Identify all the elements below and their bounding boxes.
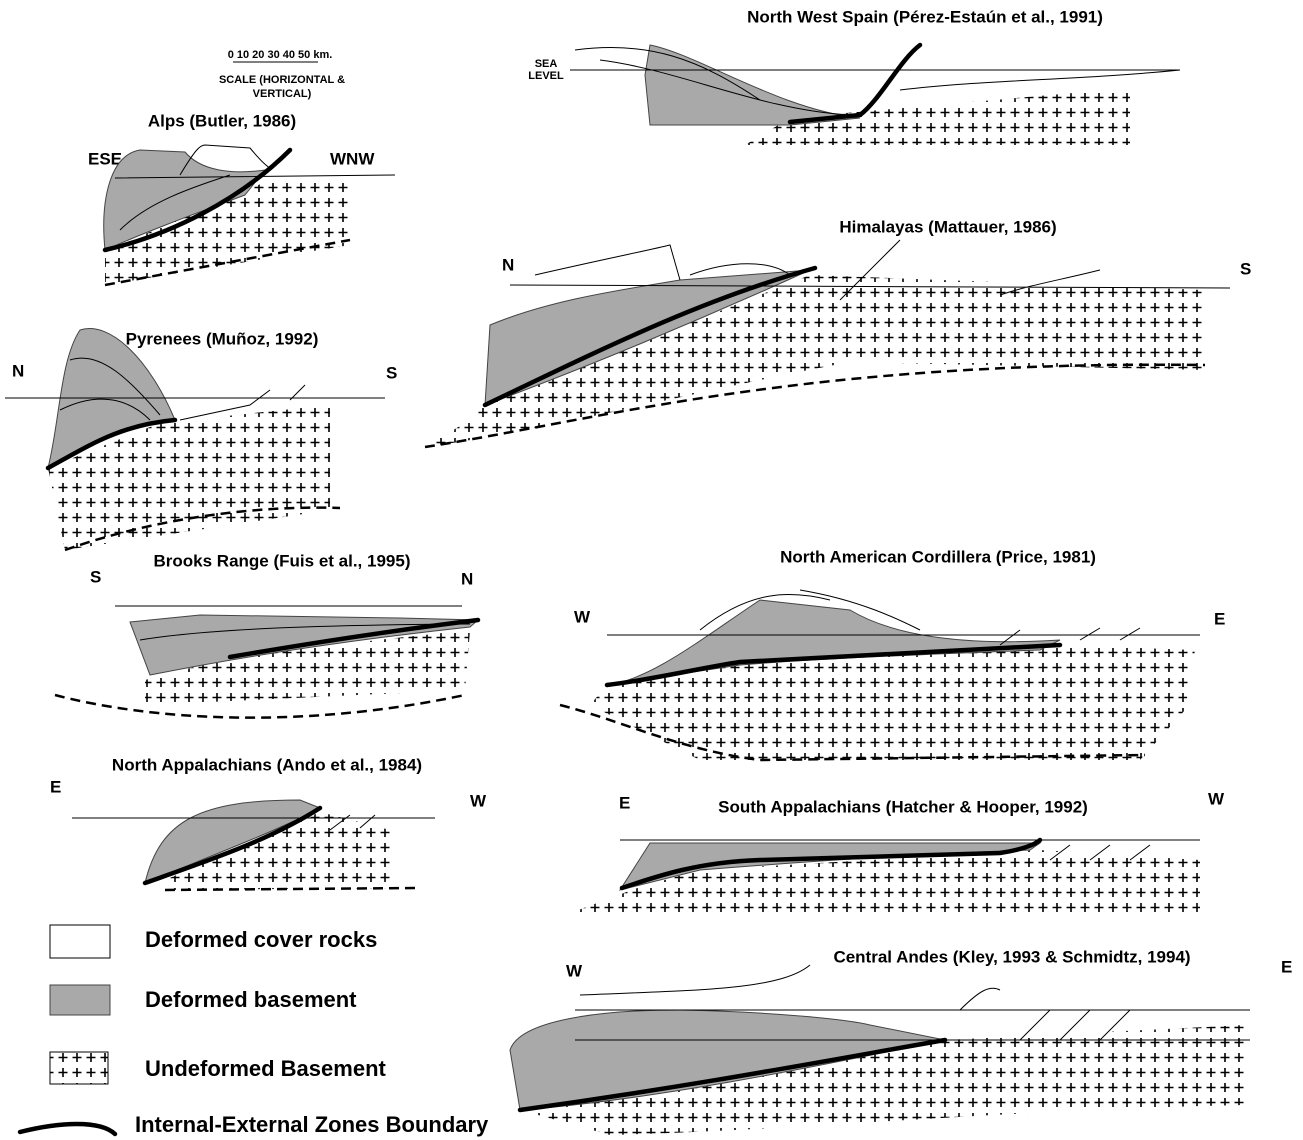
- section-title: North American Cordillera (Price, 1981): [780, 547, 1096, 566]
- direction: S: [1240, 259, 1251, 278]
- figure: 0 10 20 30 40 50 km. SCALE (HORIZONTAL &…: [0, 0, 1303, 1140]
- legend-swatch: [50, 925, 110, 958]
- scale-caption: SCALE (HORIZONTAL &: [219, 74, 345, 86]
- direction: S: [386, 363, 397, 382]
- legend-label: Deformed cover rocks: [145, 927, 377, 952]
- legend-label: Deformed basement: [145, 987, 357, 1012]
- direction: N: [12, 361, 24, 380]
- direction: W: [470, 791, 487, 810]
- legend-swatch: [50, 985, 110, 1015]
- section-title: North Appalachians (Ando et al., 1984): [112, 755, 422, 774]
- direction: N: [461, 569, 473, 588]
- direction: W: [566, 961, 583, 980]
- section-title: North West Spain (Pérez-Estaún et al., 1…: [747, 7, 1103, 26]
- direction: W: [574, 607, 591, 626]
- section-title: South Appalachians (Hatcher & Hooper, 19…: [718, 797, 1088, 816]
- direction: E: [619, 793, 630, 812]
- section-cordillera: North American Cordillera (Price, 1981) …: [560, 547, 1225, 760]
- section-title: Pyrenees (Muñoz, 1992): [126, 329, 319, 348]
- scale-caption: VERTICAL): [253, 88, 312, 100]
- section-pyrenees: Pyrenees (Muñoz, 1992) N S: [5, 328, 397, 550]
- section-title: Brooks Range (Fuis et al., 1995): [154, 551, 411, 570]
- legend-label: Internal-External Zones Boundary: [135, 1112, 489, 1137]
- direction: E: [1281, 957, 1292, 976]
- legend-label: Undeformed Basement: [145, 1056, 387, 1081]
- direction: E: [1214, 609, 1225, 628]
- section-n-appalachians: North Appalachians (Ando et al., 1984) E…: [50, 755, 487, 890]
- legend-swatch: [50, 1052, 108, 1084]
- section-himalayas: Himalayas (Mattauer, 1986) N S: [425, 217, 1251, 447]
- direction: S: [90, 567, 101, 586]
- sea-level: LEVEL: [528, 70, 564, 82]
- section-alps: Alps (Butler, 1986) ESE WNW: [88, 111, 395, 285]
- legend: Deformed cover rocks Deformed basement U…: [20, 925, 489, 1137]
- section-title: Alps (Butler, 1986): [148, 111, 296, 130]
- direction: W: [1208, 789, 1225, 808]
- section-s-appalachians: South Appalachians (Hatcher & Hooper, 19…: [565, 789, 1225, 915]
- scale: 0 10 20 30 40 50 km. SCALE (HORIZONTAL &…: [219, 49, 345, 100]
- scale-label: 0 10 20 30 40 50 km.: [228, 49, 333, 61]
- section-title: Central Andes (Kley, 1993 & Schmidtz, 19…: [833, 947, 1190, 966]
- section-brooks: Brooks Range (Fuis et al., 1995) S N: [55, 551, 478, 717]
- direction: WNW: [330, 149, 375, 168]
- direction: N: [502, 255, 514, 274]
- direction: E: [50, 777, 61, 796]
- section-andes: Central Andes (Kley, 1993 & Schmidtz, 19…: [510, 947, 1292, 1135]
- section-nw-spain: North West Spain (Pérez-Estaún et al., 1…: [528, 7, 1180, 145]
- section-title: Himalayas (Mattauer, 1986): [839, 217, 1056, 236]
- sea-level: SEA: [535, 58, 558, 70]
- legend-swatch: [20, 1124, 115, 1134]
